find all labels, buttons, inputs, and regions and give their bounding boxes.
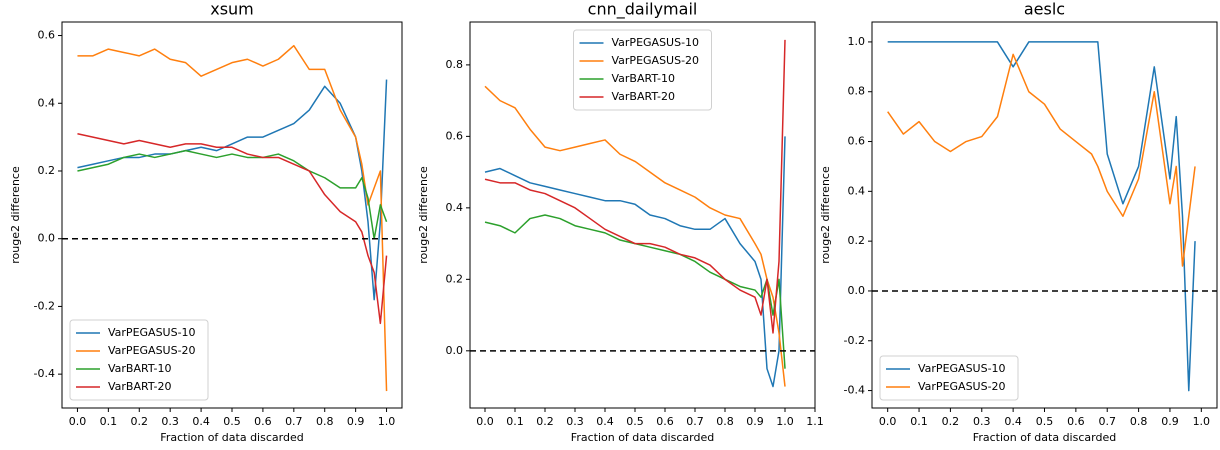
x-tick-label: 0.3: [973, 415, 991, 428]
x-tick-label: 0.2: [536, 415, 554, 428]
plot-frame: [871, 21, 1218, 409]
legend-label: VarBART-20: [612, 90, 676, 103]
x-tick-label: 0.6: [656, 415, 674, 428]
y-tick-label: -0.2: [844, 334, 865, 347]
y-tick-label: 0.2: [848, 234, 866, 247]
x-tick-label: 0.1: [100, 415, 118, 428]
y-tick-label: 1.0: [848, 35, 866, 48]
x-tick-label: 0.7: [285, 415, 303, 428]
series-line: [77, 149, 388, 240]
legend-label: VarPEGASUS-10: [612, 36, 700, 49]
y-axis-label: rouge2 difference: [819, 166, 832, 264]
x-tick-label: 0.0: [476, 415, 494, 428]
y-tick-label: 0.4: [38, 96, 56, 109]
series-line: [887, 41, 1196, 392]
legend-label: VarPEGASUS-20: [108, 344, 196, 357]
legend-label: VarBART-10: [612, 72, 676, 85]
plot-frame: [469, 21, 816, 409]
legend-label: VarBART-20: [108, 380, 172, 393]
series-line: [484, 85, 786, 387]
legend-label: VarPEGASUS-20: [612, 54, 700, 67]
legend-box: [573, 29, 712, 111]
y-tick-label: 0.4: [446, 201, 464, 214]
x-tick-label: 0.6: [254, 415, 272, 428]
x-tick-label: 0.1: [910, 415, 928, 428]
y-tick-label: 0.6: [38, 29, 56, 42]
series-line: [77, 133, 388, 325]
x-tick-label: 0.5: [223, 415, 241, 428]
legend: VarPEGASUS-10 VarPEGASUS-20 VarBART-10 VarB…: [573, 29, 712, 111]
x-tick-label: 0.8: [716, 415, 734, 428]
chart-title: cnn_dailymail: [588, 0, 698, 20]
y-tick-label: 0.6: [848, 135, 866, 148]
chart-title: aeslc: [1024, 0, 1065, 19]
y-tick-label: 0.0: [848, 284, 866, 297]
subplot: aeslc Fraction of data discarded rouge2 di…: [819, 0, 1218, 444]
chart-title: xsum: [210, 0, 254, 19]
x-tick-label: 0.4: [192, 415, 210, 428]
y-tick-label: 0.2: [446, 272, 464, 285]
x-tick-label: 0.0: [879, 415, 897, 428]
x-tick-label: 0.2: [942, 415, 960, 428]
y-tick-label: 0.2: [38, 164, 56, 177]
series-line: [484, 39, 786, 334]
x-tick-label: 0.1: [506, 415, 524, 428]
series-line: [887, 53, 1196, 267]
legend-label: VarPEGASUS-10: [108, 326, 196, 339]
x-tick-label: 0.6: [1067, 415, 1085, 428]
x-tick-label: 0.9: [347, 415, 365, 428]
legend-label: VarBART-10: [108, 362, 172, 375]
x-axis-label: Fraction of data discarded: [160, 431, 303, 444]
y-tick-label: -0.4: [34, 367, 55, 380]
y-tick-label: 0.8: [848, 85, 866, 98]
y-tick-label: 0.6: [446, 129, 464, 142]
x-tick-label: 1.0: [378, 415, 396, 428]
y-tick-label: 0.4: [848, 184, 866, 197]
x-tick-label: 0.9: [1161, 415, 1179, 428]
x-tick-label: 1.0: [776, 415, 794, 428]
x-tick-label: 0.9: [746, 415, 764, 428]
y-axis-label: rouge2 difference: [9, 166, 22, 264]
legend-box: [69, 319, 209, 401]
series-line: [484, 136, 786, 388]
x-tick-label: 0.3: [161, 415, 179, 428]
x-tick-label: 1.1: [806, 415, 824, 428]
legend-label: VarPEGASUS-10: [918, 362, 1006, 375]
x-axis-label: Fraction of data discarded: [973, 431, 1116, 444]
x-tick-label: 0.2: [131, 415, 149, 428]
legend-label: VarPEGASUS-20: [918, 380, 1006, 393]
x-tick-label: 1.0: [1193, 415, 1211, 428]
x-tick-label: 0.4: [596, 415, 614, 428]
y-tick-label: 0.0: [446, 344, 464, 357]
subplot: xsum Fraction of data discarded rouge2 dif…: [9, 0, 403, 444]
x-tick-label: 0.5: [626, 415, 644, 428]
x-tick-label: 0.8: [1130, 415, 1148, 428]
x-tick-label: 0.0: [69, 415, 87, 428]
y-tick-label: -0.4: [844, 384, 865, 397]
legend-box: [879, 355, 1019, 401]
legend: VarPEGASUS-10 VarPEGASUS-20: [879, 355, 1019, 401]
y-axis-label: rouge2 difference: [417, 166, 430, 264]
x-axis-label: Fraction of data discarded: [571, 431, 714, 444]
x-tick-label: 0.3: [566, 415, 584, 428]
series-line: [77, 79, 388, 301]
subplot: cnn_dailymail Fraction of data discarded r…: [417, 0, 824, 444]
x-tick-label: 0.8: [316, 415, 334, 428]
legend: VarPEGASUS-10 VarPEGASUS-20 VarBART-10 VarB…: [69, 319, 209, 401]
y-tick-label: 0.8: [446, 58, 464, 71]
x-tick-label: 0.7: [1098, 415, 1116, 428]
x-tick-label: 0.7: [686, 415, 704, 428]
y-tick-label: -0.2: [34, 299, 55, 312]
x-tick-label: 0.5: [1036, 415, 1054, 428]
x-tick-label: 0.4: [1004, 415, 1022, 428]
y-tick-label: 0.0: [38, 232, 56, 245]
series-line: [77, 44, 388, 392]
plot-frame: [61, 21, 403, 409]
series-line: [484, 214, 786, 369]
